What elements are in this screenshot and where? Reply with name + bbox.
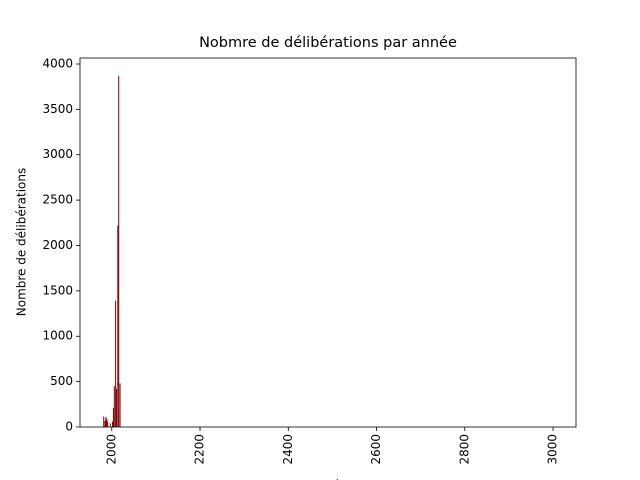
x-tick-label: 2600	[369, 434, 383, 465]
y-tick-label: 3500	[42, 102, 73, 116]
x-tick-label: 2000	[104, 434, 118, 465]
y-tick-label: 2000	[42, 238, 73, 252]
bar	[107, 421, 109, 427]
bar	[106, 418, 108, 427]
x-axis-label: Année	[309, 479, 347, 480]
bar	[116, 388, 118, 427]
y-tick-label: 500	[50, 374, 73, 388]
x-tick-label: 3000	[546, 434, 560, 465]
bar	[105, 417, 107, 427]
bar	[117, 225, 119, 427]
chart-title: Nobmre de délibérations par année	[199, 35, 457, 51]
bar	[118, 75, 120, 427]
y-tick-label: 1500	[42, 283, 73, 297]
bar	[104, 420, 106, 427]
bar	[109, 423, 111, 427]
bar	[115, 300, 117, 427]
y-tick-label: 1000	[42, 329, 73, 343]
x-tick-label: 2400	[281, 434, 295, 465]
x-tick-label: 2200	[193, 434, 207, 465]
bar	[113, 386, 115, 427]
y-tick-label: 2500	[42, 193, 73, 207]
y-tick-label: 4000	[42, 56, 73, 70]
y-tick-label: 3000	[42, 147, 73, 161]
plot-frame	[79, 57, 577, 428]
bar	[112, 421, 114, 427]
x-tick-label: 2800	[457, 434, 471, 465]
bar	[119, 383, 121, 427]
bar	[112, 407, 114, 427]
y-axis-label: Nombre de délibérations	[15, 168, 29, 317]
y-tick-label: 0	[65, 420, 73, 434]
bar	[103, 416, 105, 427]
